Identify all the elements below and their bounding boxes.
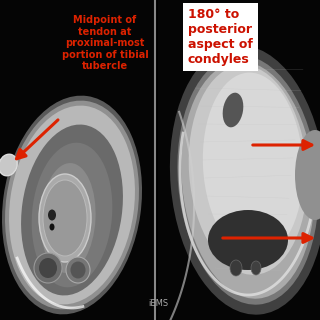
Ellipse shape [0, 154, 17, 176]
Ellipse shape [66, 257, 90, 283]
Ellipse shape [39, 258, 57, 278]
Ellipse shape [170, 45, 320, 315]
Ellipse shape [70, 261, 85, 278]
Text: Midpoint of
tendon at
proximal-most
portion of tibial
tubercle: Midpoint of tendon at proximal-most port… [62, 15, 148, 71]
Ellipse shape [189, 65, 307, 275]
Bar [0, 0, 155, 320]
Ellipse shape [43, 180, 87, 256]
Ellipse shape [48, 210, 56, 220]
Ellipse shape [39, 174, 91, 262]
Ellipse shape [50, 223, 54, 230]
Ellipse shape [40, 163, 96, 273]
Text: 180° to
posterior
aspect of
condyles: 180° to posterior aspect of condyles [188, 8, 253, 66]
Ellipse shape [32, 143, 112, 287]
Ellipse shape [203, 73, 303, 257]
Ellipse shape [177, 55, 319, 305]
Ellipse shape [251, 261, 261, 275]
Ellipse shape [208, 210, 288, 270]
Ellipse shape [21, 124, 123, 295]
Ellipse shape [2, 96, 142, 314]
Ellipse shape [230, 260, 242, 276]
Text: iEMS: iEMS [148, 299, 168, 308]
Ellipse shape [9, 106, 135, 304]
Ellipse shape [295, 130, 320, 220]
Bar [158, 0, 320, 320]
Ellipse shape [34, 253, 62, 283]
Ellipse shape [5, 100, 139, 309]
Ellipse shape [181, 61, 315, 299]
Ellipse shape [223, 93, 243, 127]
